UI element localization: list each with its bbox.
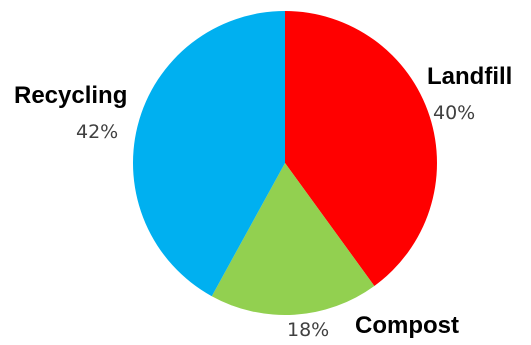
value-label-recycling: 42% xyxy=(76,121,118,143)
slice-label-recycling: Recycling xyxy=(14,82,127,109)
slice-label-compost: Compost xyxy=(355,312,459,339)
pie-slices xyxy=(133,11,437,315)
value-label-landfill: 40% xyxy=(433,102,475,124)
slice-label-landfill: Landfill xyxy=(427,63,512,90)
value-label-compost: 18% xyxy=(287,319,329,341)
